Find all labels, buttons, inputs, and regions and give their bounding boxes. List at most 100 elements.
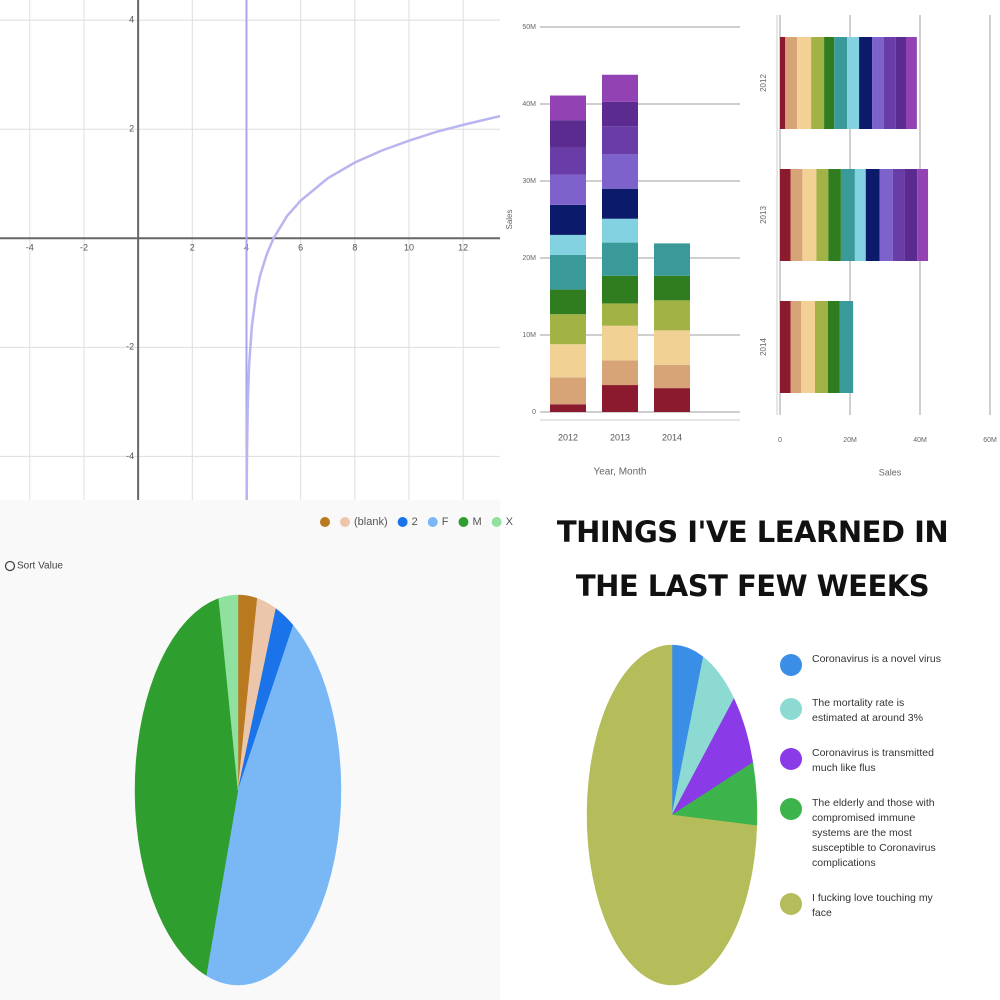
y-tick-label: 50M: [522, 24, 536, 31]
bar-segment: [865, 169, 880, 261]
legend-label: I fucking love touching my face: [812, 892, 933, 919]
x-tick-label: 60M: [983, 437, 997, 444]
legend-item: Coronavirus is transmitted much like flu…: [780, 746, 960, 776]
bar-segment: [550, 344, 586, 378]
x-tick-label: 40M: [913, 437, 927, 444]
chart-title: THINGS I'VE LEARNED IN THE LAST FEW WEEK…: [556, 515, 949, 603]
legend-label: The mortality rate is estimated at aroun…: [812, 697, 923, 724]
legend-label: The elderly and those with compromised i…: [812, 797, 936, 869]
x-tick-label: 2014: [662, 432, 682, 442]
legend-swatch: [780, 748, 802, 770]
annotation: Sort Value: [17, 561, 63, 572]
legend-label: Coronavirus is a novel virus: [812, 653, 941, 665]
bar-segment: [790, 169, 803, 261]
bar-segment: [602, 275, 638, 304]
bar-segment: [550, 147, 586, 175]
y-tick-label: -4: [126, 451, 134, 461]
legend-label: F: [442, 516, 449, 528]
x-tick-label: 10: [404, 243, 414, 253]
y-axis-title: Sales: [505, 209, 514, 229]
bar-segment: [790, 301, 801, 393]
bar-segment: [550, 377, 586, 405]
bar-segment: [550, 120, 586, 148]
bar-segment: [834, 37, 848, 129]
legend-item: Coronavirus is a novel virus: [780, 652, 960, 676]
bar-segment: [797, 37, 812, 129]
bar-segment: [550, 314, 586, 345]
bar-segment: [550, 289, 586, 315]
legend-swatch: [458, 517, 469, 527]
bar-segment: [801, 301, 815, 393]
legend-swatch: [427, 517, 438, 527]
bar-segment: [602, 360, 638, 386]
x-tick-label: 8: [352, 243, 357, 253]
bar-segment: [602, 325, 638, 361]
radio-button: [4, 560, 16, 572]
bar-segment: [602, 218, 638, 243]
bar-segment: [811, 37, 825, 129]
pie-slice: [134, 598, 239, 976]
y-tick-label: 30M: [522, 178, 536, 185]
y-tick-label: 40M: [522, 101, 536, 108]
bar-segment: [815, 301, 828, 393]
bar-segment: [602, 154, 638, 189]
bar-segment: [654, 388, 690, 412]
bar-segment: [824, 37, 835, 129]
pie-slice: [218, 594, 239, 791]
y-tick-label: 10M: [522, 332, 536, 339]
bar-segment: [847, 37, 860, 129]
bar-segment: [879, 169, 893, 261]
bar-segment: [602, 242, 638, 276]
bar-segment: [550, 95, 586, 121]
legend-swatch: [320, 517, 330, 527]
bar-segment: [785, 37, 798, 129]
bar-segment: [780, 37, 786, 129]
bar-segment: [854, 169, 866, 261]
legend-label: X: [506, 516, 514, 528]
x-axis-title: Sales: [879, 467, 902, 477]
x-tick-label: 2012: [558, 432, 578, 442]
bar-segment: [602, 74, 638, 102]
legend-item: The elderly and those with compromised i…: [780, 796, 960, 871]
bar-segment: [654, 243, 690, 276]
y-tick-label: 2012: [759, 74, 768, 92]
bar-segment: [654, 300, 690, 331]
bar-segment: [550, 404, 586, 412]
bar-segment: [550, 254, 586, 290]
bar-segment: [895, 37, 906, 129]
y-tick-label: 20M: [522, 255, 536, 262]
x-tick-label: 0: [778, 437, 782, 444]
x-tick-label: 20M: [843, 437, 857, 444]
bar-segment: [780, 169, 791, 261]
pie-slice: [205, 624, 342, 986]
bar-segment: [840, 169, 855, 261]
bar-segment: [872, 37, 884, 129]
pie-slice: [586, 644, 758, 986]
bar-segment: [654, 275, 690, 301]
x-tick-label: -4: [26, 243, 34, 253]
bar-segment: [550, 204, 586, 235]
y-tick-label: 0: [532, 409, 536, 416]
panel-background: [0, 0, 500, 500]
bar-segment: [780, 301, 791, 393]
y-tick-label: 2014: [759, 338, 768, 356]
bar-segment: [816, 169, 829, 261]
function-graph: -4-22468101242-2-4: [0, 0, 500, 500]
legend-item: The mortality rate is estimated at aroun…: [780, 696, 960, 726]
bar-segment: [904, 169, 918, 261]
x-tick-label: -2: [80, 243, 88, 253]
legend-swatch: [397, 517, 408, 527]
bar-segment: [883, 37, 896, 129]
bar-segment: [602, 101, 638, 127]
legend-swatch: [491, 517, 502, 527]
y-tick-label: 2: [129, 124, 134, 134]
x-tick-label: 12: [458, 243, 468, 253]
bar-segment: [827, 301, 840, 393]
legend-item: I fucking love touching my face: [780, 891, 960, 921]
bar-segment: [602, 188, 638, 219]
bar-segment: [602, 126, 638, 155]
bar-segment: [654, 365, 690, 389]
bar-segment: [906, 37, 917, 129]
bar-segment: [892, 169, 905, 261]
